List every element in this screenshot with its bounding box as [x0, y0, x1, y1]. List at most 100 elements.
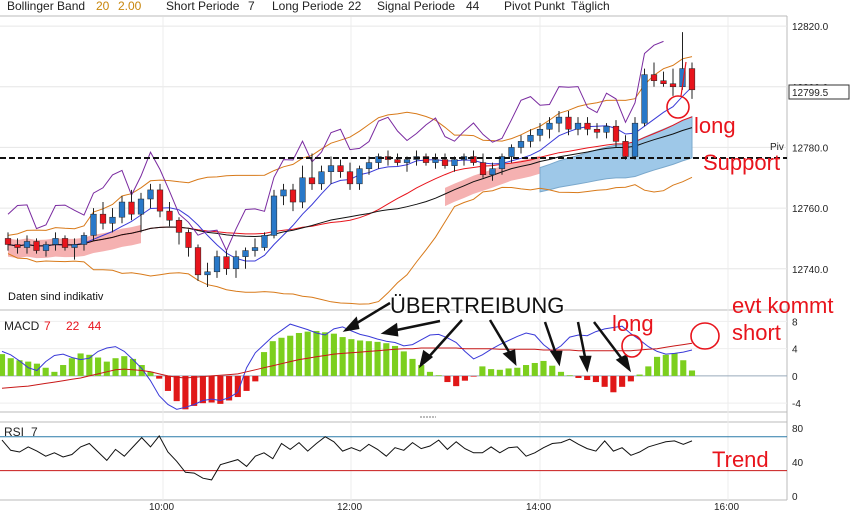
candle-down [470, 156, 477, 163]
main-y-tick-label: 12760.0 [792, 204, 829, 215]
macd-bar-positive [129, 358, 137, 376]
macd-panel: 8 4 0 -4 [0, 317, 801, 410]
annotation-uebertreibung: ÜBERTREIBUNG [390, 293, 564, 318]
macd-bar-positive [7, 358, 14, 376]
candle-down [337, 165, 344, 172]
candle-up [90, 213, 97, 236]
macd-bar-positive [654, 356, 661, 376]
macd-bar-negative [619, 375, 626, 387]
macd-bar-negative [243, 375, 250, 391]
candle-up [631, 122, 639, 157]
candle-up [536, 128, 544, 136]
candle-up [299, 177, 306, 203]
candle-down [166, 210, 173, 221]
rsi-label: RSI [4, 425, 24, 439]
rsi-value: 7 [31, 425, 38, 439]
macd-bar-positive [68, 358, 75, 376]
candle-down [33, 241, 40, 251]
header-bb-label: Bollinger Band [7, 0, 85, 13]
macd-bar-positive [540, 360, 547, 376]
panel-frames [0, 15, 788, 501]
macd-bar-positive [383, 343, 390, 376]
macd-bar-negative [601, 375, 608, 387]
candle-up [451, 159, 458, 166]
macd-v2: 22 [66, 319, 80, 333]
macd-bar-positive [435, 375, 442, 376]
candle-up [356, 168, 363, 185]
candle-up [213, 256, 221, 273]
macd-bar-positive [680, 360, 687, 376]
candle-up [641, 74, 648, 124]
rsi-line [1, 434, 693, 481]
annotation-long-main: long [694, 113, 736, 138]
candle-down [660, 80, 667, 84]
candle-down [185, 232, 192, 248]
candle-up [546, 122, 553, 130]
candle-up [555, 116, 563, 124]
candle-down [593, 128, 601, 133]
header-signal-value: 44 [466, 0, 480, 13]
macd-bar-negative [461, 375, 468, 381]
candle-down [156, 189, 164, 212]
macd-bar-positive [479, 366, 486, 376]
pivot-label: Piv [770, 142, 784, 153]
candle-down [99, 213, 107, 224]
candle-down [650, 74, 658, 81]
macd-bar-positive [51, 371, 58, 376]
macd-bar-positive [322, 332, 329, 376]
macd-bar-positive [374, 341, 381, 376]
macd-bar-positive [0, 354, 6, 376]
uebertreibung-arrows [342, 301, 632, 373]
bollinger-lower-line [7, 176, 693, 305]
header-pivot-label: Pivot Punkt [504, 0, 565, 13]
candle-up [517, 141, 525, 148]
candle-up [71, 244, 78, 248]
macd-bar-positive [357, 340, 364, 376]
x-tick-label: 10:00 [149, 502, 174, 513]
macd-y-tick-label: 8 [792, 317, 798, 328]
macd-bar-negative [199, 375, 206, 404]
candle-up [574, 122, 582, 130]
candle-down [422, 156, 430, 163]
candle-down [612, 125, 620, 142]
candle-up [318, 171, 325, 185]
macd-bar-positive [121, 356, 128, 376]
macd-bar-positive [409, 358, 416, 376]
macd-bar-positive [566, 375, 573, 376]
annotations: long Support ÜBERTREIBUNG long evt kommt… [342, 61, 833, 472]
candle-up [147, 189, 154, 200]
candles [4, 32, 696, 287]
macd-bar-positive [365, 341, 372, 376]
candle-down [584, 122, 591, 130]
candle-up [270, 195, 278, 236]
candle-up [365, 162, 373, 169]
candle-up [603, 125, 610, 133]
candle-up [251, 247, 259, 251]
header-pivot-value: Täglich [571, 0, 610, 13]
macd-bar-negative [470, 375, 477, 377]
macd-bar-negative [627, 375, 634, 382]
disclaimer-note: Daten sind indikativ [8, 291, 104, 303]
macd-bar-negative [217, 375, 224, 404]
macd-bar-positive [278, 337, 285, 376]
macd-bar-negative [208, 375, 215, 403]
macd-bar-positive [95, 357, 102, 376]
macd-bar-positive [549, 365, 556, 376]
macd-bar-negative [182, 375, 189, 410]
rsi-panel: 80 40 0 [0, 424, 804, 503]
candle-down [346, 171, 354, 185]
candle-down [175, 219, 183, 233]
macd-bar-positive [426, 371, 434, 376]
macd-bar-positive [16, 360, 23, 376]
main-y-tick-label: 12740.0 [792, 265, 829, 276]
annotation-trend: Trend [712, 447, 769, 472]
last-price: 12799.5 [792, 88, 829, 99]
candle-up [204, 271, 211, 276]
candle-up [232, 256, 240, 270]
long-pointer-main [680, 61, 687, 97]
main-y-tick-label: 12820.0 [792, 22, 829, 33]
grid-lines [0, 17, 787, 500]
macd-bar-negative [592, 375, 599, 383]
candle-down [669, 83, 677, 88]
